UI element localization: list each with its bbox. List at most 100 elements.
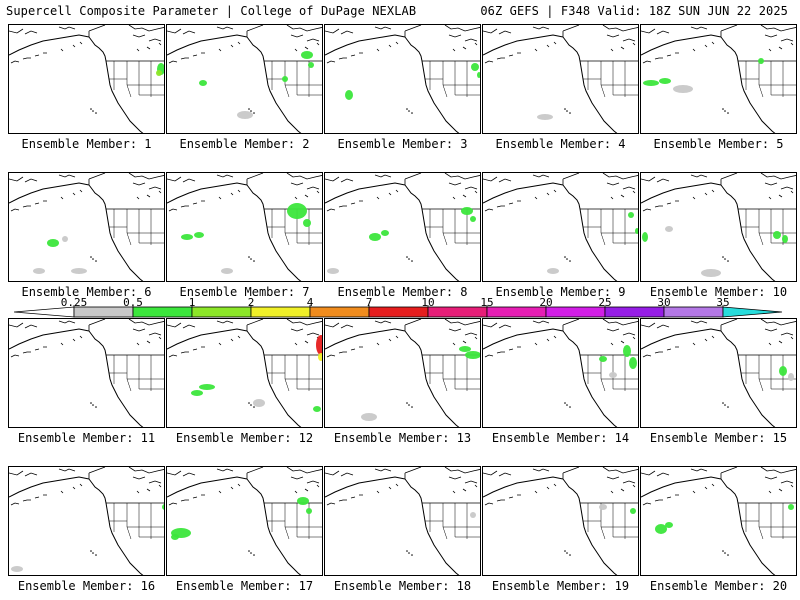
scp-contour — [788, 504, 794, 510]
panel-label: Ensemble Member: 3 — [337, 137, 468, 151]
scp-contour — [191, 390, 203, 396]
panel-label: Ensemble Member: 17 — [175, 579, 314, 593]
legend-label: 7 — [366, 298, 373, 309]
scp-contour — [306, 508, 312, 514]
map-svg — [167, 319, 322, 427]
map-svg — [641, 319, 796, 427]
legend-label: 20 — [539, 298, 552, 309]
map-svg — [641, 173, 796, 281]
map-svg — [641, 467, 796, 575]
map-svg — [483, 173, 638, 281]
scp-contour — [599, 504, 607, 510]
map-svg — [167, 25, 322, 133]
scp-contour — [237, 111, 253, 119]
scp-contour — [701, 269, 721, 277]
ensemble-panel — [8, 466, 165, 576]
scp-contour — [628, 212, 634, 218]
ensemble-panel — [166, 172, 323, 282]
legend-label: 30 — [657, 298, 670, 309]
scp-contour — [318, 353, 322, 361]
scp-contour — [303, 219, 311, 227]
panel-label: Ensemble Member: 9 — [495, 285, 626, 299]
scp-contour — [630, 508, 636, 514]
legend-swatch — [604, 306, 665, 318]
legend-label: 0.5 — [123, 298, 143, 309]
scp-contour — [71, 268, 87, 274]
scp-contour — [470, 216, 476, 222]
legend-swatch — [368, 306, 429, 318]
legend-label: 10 — [421, 298, 434, 309]
ensemble-panel — [482, 466, 639, 576]
scp-contour — [758, 58, 764, 64]
ensemble-panel — [8, 24, 165, 134]
map-svg — [325, 173, 480, 281]
scp-contour — [609, 372, 617, 378]
ensemble-panel — [482, 318, 639, 428]
map-svg — [325, 25, 480, 133]
panel-label: Ensemble Member: 18 — [333, 579, 472, 593]
scp-contour — [327, 268, 339, 274]
panel-label: Ensemble Member: 4 — [495, 137, 626, 151]
scp-contour — [665, 226, 673, 232]
map-svg — [167, 173, 322, 281]
scp-contour — [287, 203, 307, 219]
color-legend: 0.25 0.5 1 2 4 7 10 15 20 25 30 35 — [14, 298, 783, 318]
scp-contour — [659, 78, 671, 84]
scp-contour — [253, 399, 265, 407]
scp-contour — [459, 346, 471, 352]
ensemble-panel — [640, 318, 797, 428]
ensemble-panel — [324, 172, 481, 282]
panel-label: Ensemble Member: 12 — [175, 431, 314, 445]
map-svg — [9, 319, 164, 427]
scp-contour — [779, 366, 787, 376]
map-svg — [483, 25, 638, 133]
scp-contour — [665, 522, 673, 528]
map-svg — [9, 173, 164, 281]
panel-label: Ensemble Member: 19 — [491, 579, 630, 593]
scp-contour — [547, 268, 559, 274]
ensemble-panel — [324, 466, 481, 576]
scp-contour — [313, 406, 321, 412]
legend-swatch — [309, 306, 370, 318]
legend-label: 25 — [598, 298, 611, 309]
scp-contour — [282, 76, 288, 82]
map-svg — [9, 25, 164, 133]
ensemble-panel — [640, 466, 797, 576]
panel-label: Ensemble Member: 11 — [17, 431, 156, 445]
legend-label: 2 — [248, 298, 255, 309]
legend-swatch — [722, 306, 783, 318]
legend-label: 0.25 — [61, 298, 88, 309]
scp-contour — [465, 351, 480, 359]
scp-contour — [655, 524, 667, 534]
scp-contour — [381, 230, 389, 236]
map-svg — [483, 319, 638, 427]
map-svg — [641, 25, 796, 133]
ensemble-panel — [482, 24, 639, 134]
panel-label: Ensemble Member: 15 — [649, 431, 788, 445]
map-svg — [483, 467, 638, 575]
legend-swatch — [250, 306, 311, 318]
panel-label: Ensemble Member: 2 — [179, 137, 310, 151]
scp-contour — [642, 232, 648, 242]
legend-swatch — [486, 306, 547, 318]
scp-contour — [199, 80, 207, 86]
scp-contour — [477, 72, 480, 78]
ensemble-panel — [166, 466, 323, 576]
panel-label: Ensemble Member: 7 — [179, 285, 310, 299]
panel-label: Ensemble Member: 16 — [17, 579, 156, 593]
scp-contour — [181, 234, 193, 240]
map-svg — [9, 467, 164, 575]
scp-contour — [361, 413, 377, 421]
scp-contour — [537, 114, 553, 120]
scp-contour — [221, 268, 233, 274]
scp-contour — [345, 90, 353, 100]
legend-label: 4 — [307, 298, 314, 309]
ensemble-panel — [324, 318, 481, 428]
legend-swatch — [427, 306, 488, 318]
legend-label: 15 — [480, 298, 493, 309]
map-svg — [167, 467, 322, 575]
panel-label: Ensemble Member: 20 — [649, 579, 788, 593]
scp-contour — [369, 233, 381, 241]
title-right: 06Z GEFS | F348 Valid: 18Z SUN JUN 22 20… — [480, 4, 788, 18]
scp-contour — [471, 63, 479, 71]
